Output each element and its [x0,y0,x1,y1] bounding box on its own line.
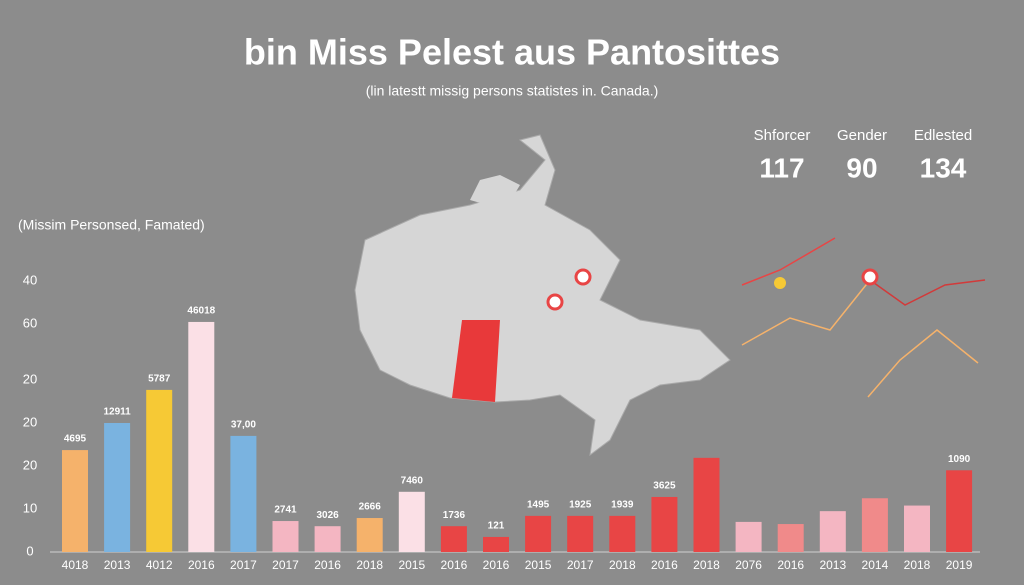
subtitle: (lin latestt missig persons statistes in… [366,83,659,99]
bar [483,536,509,552]
bar [314,526,341,552]
x-tick-label: 2016 [188,558,215,572]
value-label: 1090 [948,454,971,465]
bar [188,321,215,552]
y-tick-label: 20 [23,457,37,472]
bar [440,526,467,552]
x-tick-label: 2014 [862,558,889,572]
x-tick-label: 2013 [104,558,131,572]
value-label: 37,00 [231,420,256,431]
x-tick-label: 2017 [567,558,594,572]
x-tick-label: 2018 [609,558,636,572]
y-axis-label: (Missim Personsed, Famated) [18,217,205,233]
y-tick-label: 0 [26,543,33,558]
x-tick-label: 2017 [230,558,257,572]
bar [946,470,973,552]
stat-label: Shforcer [754,127,811,144]
x-tick-label: 2076 [735,558,762,572]
value-label: 2741 [274,505,297,516]
chart-title: bin Miss Pelest aus Pantosittes [244,32,780,73]
x-tick-label: 2013 [819,558,846,572]
bar [62,450,88,552]
stat-label: Gender [837,127,887,144]
value-label: 1736 [443,510,466,521]
value-label: 1495 [527,500,550,511]
y-tick-label: 20 [23,414,37,429]
value-label: 3625 [653,481,676,492]
stat-value: 117 [759,152,804,183]
y-tick-label: 40 [23,273,37,288]
bar [651,496,678,552]
bar [609,515,636,552]
x-tick-label: 4018 [62,558,89,572]
value-label: 121 [488,521,505,532]
value-label: 5787 [148,374,171,385]
bar [146,389,173,552]
value-label: 12911 [103,407,131,418]
bar [819,511,846,552]
value-label: 7460 [401,475,424,486]
x-tick-label: 2016 [777,558,804,572]
x-tick-label: 2016 [441,558,468,572]
x-tick-label: 2015 [525,558,552,572]
value-label: 4695 [64,434,87,445]
bar [693,457,720,552]
stat-value: 90 [846,152,877,183]
value-label: 3026 [316,510,339,521]
bar [104,423,131,552]
value-label: 2666 [359,502,382,513]
x-tick-label: 2018 [904,558,931,572]
bar [398,491,425,552]
decor-lines [741,237,986,398]
value-label: 1939 [611,500,634,511]
bar [525,515,552,552]
value-label: 46018 [187,306,215,317]
x-tick-label: 2018 [693,558,720,572]
x-tick-label: 2016 [651,558,678,572]
x-tick-label: 4012 [146,558,173,572]
bar [272,521,299,552]
x-tick-label: 2015 [398,558,425,572]
value-label: 1925 [569,500,592,511]
bar [230,435,257,552]
stat-label: Edlested [914,127,972,144]
bar [861,498,888,552]
y-tick-label: 10 [23,500,37,515]
x-tick-label: 2018 [356,558,383,572]
bar [777,524,804,552]
stat-value: 134 [920,152,967,183]
y-tick-label: 60 [23,316,37,331]
map [354,134,731,457]
x-tick-label: 2019 [946,558,973,572]
y-tick-label: 20 [23,371,37,386]
x-tick-label: 2016 [314,558,341,572]
x-tick-label: 2016 [483,558,510,572]
x-tick-label: 2017 [272,558,299,572]
bar [904,505,930,552]
bar [356,518,383,552]
bar [735,521,762,552]
bar [567,515,594,552]
